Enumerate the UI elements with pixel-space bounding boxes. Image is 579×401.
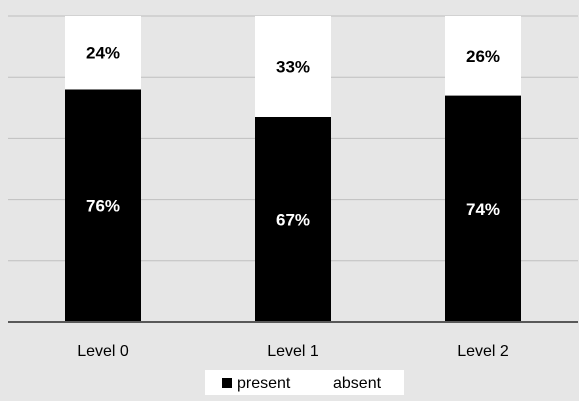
legend-label-absent: absent — [333, 375, 382, 392]
legend-box — [205, 370, 404, 395]
bar-present — [445, 95, 521, 322]
data-label-present: 76% — [86, 197, 120, 216]
bar-absent — [65, 16, 141, 90]
legend-label-present: present — [237, 375, 291, 392]
bar-present — [255, 116, 331, 322]
data-label-absent: 26% — [466, 47, 500, 66]
data-label-absent: 24% — [86, 44, 120, 63]
x-tick-label: Level 0 — [77, 343, 129, 360]
bar-absent — [255, 16, 331, 117]
bar-present — [65, 89, 141, 322]
data-label-absent: 33% — [276, 57, 310, 76]
data-label-present: 67% — [276, 210, 310, 229]
legend-swatch-absent — [318, 378, 328, 388]
data-label-present: 74% — [466, 200, 500, 219]
legend-swatch-present — [222, 378, 232, 388]
x-tick-label: Level 2 — [457, 343, 509, 360]
x-tick-label: Level 1 — [267, 343, 319, 360]
bar-absent — [445, 16, 521, 96]
